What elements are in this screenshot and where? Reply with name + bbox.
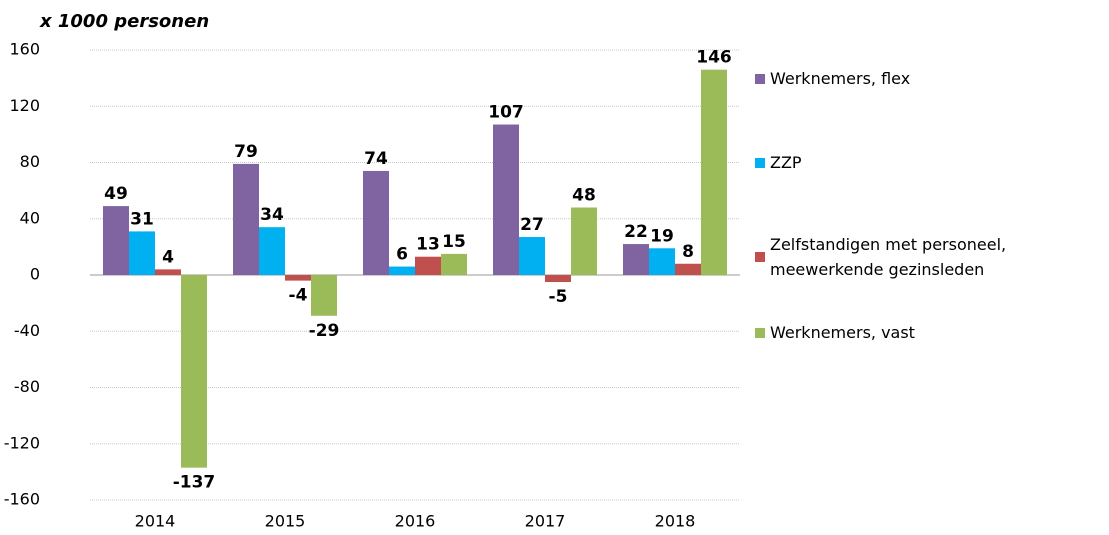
- y-tick-label: -120: [4, 433, 40, 452]
- value-label: 19: [650, 226, 674, 246]
- legend-label: Zelfstandigen met personeel, meewerkende…: [770, 235, 1007, 279]
- value-label: 107: [488, 103, 524, 123]
- bar: [129, 231, 155, 275]
- value-label: -5: [549, 287, 568, 307]
- value-label: 6: [396, 245, 408, 265]
- value-label: 79: [234, 142, 258, 162]
- bar: [519, 237, 545, 275]
- legend-swatch: [755, 252, 765, 262]
- bar: [649, 248, 675, 275]
- x-tick-label: 2017: [525, 512, 566, 531]
- value-label: 13: [416, 235, 440, 255]
- value-label: 22: [624, 222, 648, 242]
- value-label: 4: [162, 247, 174, 267]
- legend-swatch: [755, 327, 765, 338]
- value-label: 74: [364, 149, 388, 169]
- bar: [415, 256, 441, 275]
- y-tick-label: 40: [20, 208, 40, 227]
- y-tick-label: 160: [9, 40, 40, 59]
- value-label: -29: [309, 321, 340, 341]
- bar: [363, 170, 389, 275]
- bar: [623, 244, 649, 275]
- y-tick-label: -160: [4, 490, 40, 509]
- bar: [571, 207, 597, 275]
- legend-label: Werknemers, vast: [770, 323, 915, 342]
- y-tick-label: 0: [30, 265, 40, 284]
- bar: [311, 275, 337, 316]
- value-label: 8: [682, 242, 694, 262]
- value-label: 31: [130, 209, 154, 229]
- bar: [493, 124, 519, 275]
- legend-entry: Zelfstandigen met personeel, meewerkende…: [755, 232, 1085, 282]
- axis-title: x 1000 personen: [39, 11, 209, 32]
- value-label: 49: [104, 184, 128, 204]
- bar: [675, 263, 701, 275]
- bar: [155, 269, 181, 275]
- y-tick-label: 120: [9, 96, 40, 115]
- value-label: 48: [572, 186, 596, 206]
- x-tick-label: 2016: [395, 512, 436, 531]
- x-tick-label: 2014: [135, 512, 176, 531]
- value-label: 34: [260, 205, 284, 225]
- legend-entry: Werknemers, vast: [755, 320, 1085, 345]
- bar: [701, 69, 727, 275]
- value-label: 15: [442, 232, 466, 252]
- x-tick-label: 2018: [655, 512, 696, 531]
- x-tick-label: 2015: [265, 512, 306, 531]
- y-tick-label: 80: [20, 152, 40, 171]
- value-label: 146: [696, 48, 732, 68]
- legend-label: ZZP: [770, 153, 802, 172]
- value-label: 27: [520, 215, 544, 235]
- bar: [389, 266, 415, 275]
- bar: [285, 275, 311, 281]
- bar: [233, 163, 259, 275]
- legend-entry: ZZP: [755, 150, 1085, 175]
- legend-swatch: [755, 73, 765, 84]
- legend-swatch: [755, 157, 765, 168]
- bar: [103, 206, 129, 275]
- y-tick-label: -40: [14, 321, 40, 340]
- value-label: -137: [173, 473, 216, 493]
- bar: [545, 275, 571, 283]
- y-tick-label: -80: [14, 377, 40, 396]
- value-label: -4: [289, 286, 308, 306]
- bar: [181, 275, 207, 468]
- legend-entry: Werknemers, flex: [755, 66, 1085, 91]
- bar: [259, 227, 285, 275]
- legend-label: Werknemers, flex: [770, 69, 911, 88]
- bar: [441, 253, 467, 275]
